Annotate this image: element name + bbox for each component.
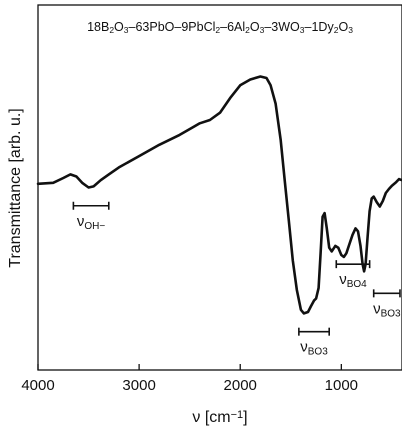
band-annotation: νBO3 (373, 289, 401, 319)
band-annotation: νBO4 (336, 260, 369, 290)
band-annotations: νOH− νBO4 νBO3 νBO3 (73, 202, 401, 358)
x-tick-label: 3000 (122, 377, 155, 394)
band-label: νBO3 (300, 339, 328, 358)
transmittance-spectrum-line (38, 77, 402, 314)
band-annotation: νOH− (73, 202, 108, 232)
chart-title: 18B2O3–63PbO–9PbCl2–6Al2O3–3WO3–1Dy2O3 (87, 20, 353, 35)
x-tick-label: 4000 (21, 377, 54, 394)
band-label: νBO3 (373, 300, 401, 319)
x-tick-label: 1000 (325, 377, 358, 394)
band-label: νBO4 (339, 271, 367, 290)
x-axis-label: ν [cm−1] (192, 409, 247, 426)
x-axis: 4000 3000 2000 1000 (21, 364, 358, 394)
y-axis-label: Transmittance [arb. u.] (7, 108, 24, 267)
band-label: νOH− (77, 213, 106, 232)
band-annotation: νBO3 (299, 328, 329, 358)
x-tick-label: 2000 (224, 377, 257, 394)
